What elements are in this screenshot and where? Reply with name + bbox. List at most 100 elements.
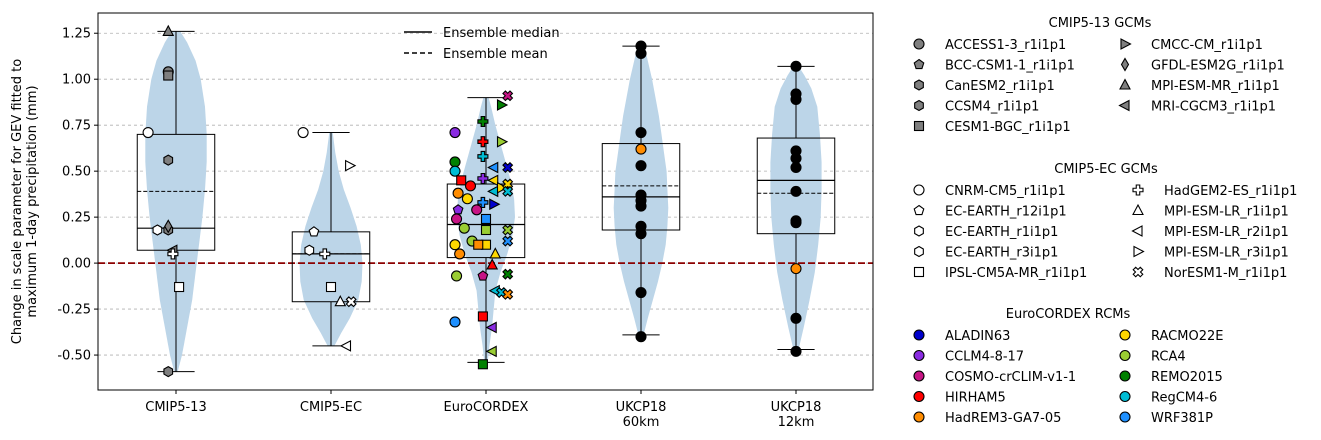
point-21 <box>449 126 461 139</box>
xtick-label-4-0: UKCP18 <box>771 400 822 415</box>
point-12 <box>297 126 309 139</box>
model-points <box>142 24 802 378</box>
legend-label-2-3: HIRHAM5 <box>945 391 1006 406</box>
legend-marker-0-8 <box>1118 99 1130 112</box>
y-axis-label: Change in scale parameter for GEV fitted… <box>10 59 40 344</box>
legend-marker-0-5 <box>1120 38 1132 50</box>
point-60 <box>496 181 509 194</box>
legend-title-1: CMIP5-EC GCMs <box>1054 162 1158 177</box>
point-20 <box>345 296 357 308</box>
violin-4 <box>770 66 822 350</box>
point-88 <box>790 185 802 197</box>
xtick-label-3-1: 60km <box>623 415 660 430</box>
point-90 <box>790 217 802 229</box>
legend-marker-0-2 <box>914 79 924 91</box>
violin-1 <box>299 132 363 346</box>
legend-marker-1-5 <box>1132 184 1144 196</box>
violin-0 <box>145 31 207 372</box>
point-16 <box>325 281 337 293</box>
point-15 <box>319 248 331 260</box>
legend-label-1-0: CNRM-CM5_r1i1p1 <box>945 184 1066 199</box>
point-18 <box>339 339 352 352</box>
point-43 <box>480 224 492 236</box>
legend-label-0-4: CESM1-BGC_r1i1p1 <box>945 120 1071 135</box>
point-45 <box>473 239 484 250</box>
legend-marker-1-6 <box>1132 203 1144 216</box>
inner-legend-label-1: Ensemble mean <box>443 47 548 62</box>
ytick-label-6: 1.00 <box>62 73 91 88</box>
x-axis: CMIP5-13 CMIP5-EC EuroCORDEX UKCP1860kmUKCP… <box>145 390 821 430</box>
point-87 <box>790 161 802 174</box>
legend-label-2-7: REMO2015 <box>1151 370 1223 385</box>
ylabel-line-1: maximum 1-day precipitation (mm) <box>25 85 40 317</box>
ytick-label-2: 0.00 <box>62 257 91 272</box>
point-54 <box>486 258 499 270</box>
point-65 <box>502 224 514 236</box>
point-41 <box>477 196 489 208</box>
legend-label-1-1: EC-EARTH_r12i1p1 <box>945 205 1067 220</box>
point-19 <box>345 159 357 172</box>
legend-label-0-5: CMCC-CM_r1i1p1 <box>1151 38 1263 53</box>
legend-label-2-9: WRF381P <box>1151 411 1213 426</box>
legend-label-2-1: CCLM4-8-17 <box>945 350 1024 365</box>
point-77 <box>635 200 647 212</box>
point-48 <box>477 359 488 370</box>
legend-label-1-8: MPI-ESM-LR_r3i1p1 <box>1164 246 1289 261</box>
point-64 <box>502 185 514 197</box>
legend-marker-2-8 <box>1119 390 1131 403</box>
legend-label-2-4: HadREM3-GA7-05 <box>945 411 1061 426</box>
point-32 <box>449 316 461 328</box>
point-52 <box>489 198 501 211</box>
legend-marker-1-3 <box>914 245 924 258</box>
legend-marker-0-4 <box>913 120 925 132</box>
point-79 <box>635 228 647 240</box>
point-35 <box>461 193 473 205</box>
legend-label-1-5: HadGEM2-ES_r1i1p1 <box>1164 184 1297 199</box>
point-81 <box>635 331 647 343</box>
inner-legend-label-0: Ensemble median <box>443 26 560 41</box>
xtick-label-4-1: 12km <box>778 415 815 430</box>
point-13 <box>308 226 320 237</box>
legend-label-0-0: ACCESS1-3_r1i1p1 <box>945 38 1066 53</box>
point-86 <box>790 152 802 164</box>
point-56 <box>485 321 497 334</box>
legend-label-1-3: EC-EARTH_r3i1p1 <box>945 246 1058 261</box>
point-9 <box>152 224 163 236</box>
legend-marker-1-7 <box>1131 225 1143 237</box>
point-30 <box>454 248 466 260</box>
legend-title-2: EuroCORDEX RCMs <box>1006 307 1131 322</box>
point-40 <box>477 172 489 185</box>
legend-label-2-6: RCA4 <box>1151 350 1186 365</box>
xtick-label-2-0: EuroCORDEX <box>444 400 529 415</box>
point-24 <box>456 175 467 186</box>
ytick-label-5: 0.75 <box>62 119 91 134</box>
point-50 <box>487 174 499 187</box>
point-33 <box>464 180 477 192</box>
legend-marker-2-6 <box>1119 349 1131 362</box>
point-73 <box>635 143 647 155</box>
legend-marker-2-5 <box>1119 329 1131 341</box>
legend-marker-1-2 <box>914 225 924 237</box>
legend-label-1-9: NorESM1-M_r1i1p1 <box>1164 266 1287 281</box>
legend-label-0-7: MPI-ESM-MR_r1i1p1 <box>1151 79 1280 94</box>
point-6 <box>162 24 175 36</box>
point-58 <box>496 99 509 111</box>
legend-marker-0-1 <box>913 58 925 70</box>
legend-marker-1-8 <box>1133 245 1145 258</box>
legend-marker-2-3 <box>913 390 925 403</box>
point-42 <box>480 213 492 225</box>
ytick-label-4: 0.50 <box>62 165 91 180</box>
legend-marker-2-4 <box>913 411 925 423</box>
iqr-box-2 <box>446 183 526 259</box>
iqr-box-4 <box>756 137 836 235</box>
point-69 <box>502 288 514 300</box>
legend-marker-0-6 <box>1120 57 1130 72</box>
point-72 <box>635 126 647 139</box>
iqr-box-1 <box>291 231 371 303</box>
point-66 <box>502 235 514 247</box>
legend-label-1-2: EC-EARTH_r1i1p1 <box>945 225 1058 240</box>
point-10 <box>167 248 179 260</box>
legend-label-2-8: RegCM4-6 <box>1151 391 1217 406</box>
point-74 <box>635 160 647 172</box>
